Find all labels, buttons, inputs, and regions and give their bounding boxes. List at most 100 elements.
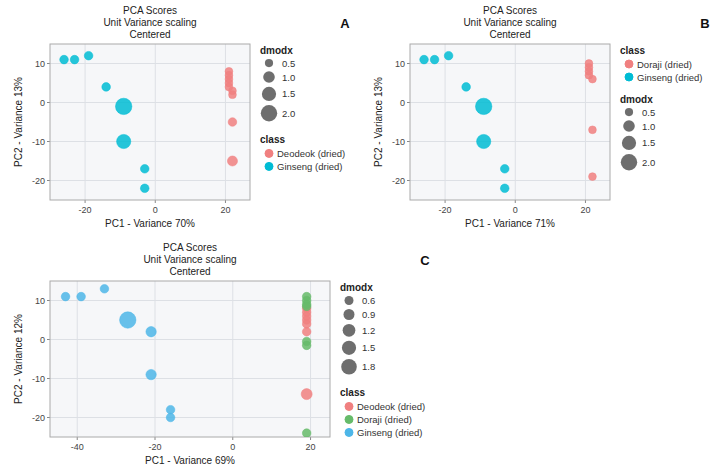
panel-label: A xyxy=(340,16,350,31)
grid-line-x xyxy=(85,44,86,200)
point xyxy=(84,51,93,60)
size-legend-label: 2.0 xyxy=(642,157,655,168)
marks xyxy=(60,51,238,192)
title: PCA Scores xyxy=(483,5,537,16)
legend: dmodx0.60.91.21.51.8classDeodeok (dried)… xyxy=(340,282,425,438)
grid-line-y xyxy=(50,378,330,379)
legend-title: class xyxy=(340,387,365,398)
size-legend-label: 0.9 xyxy=(362,309,375,320)
point xyxy=(140,184,149,193)
x-tick-label: 0 xyxy=(513,205,518,215)
point xyxy=(301,389,312,400)
size-legend-label: 1.2 xyxy=(362,325,375,336)
size-legend-label: 1.8 xyxy=(362,361,375,372)
plot-background xyxy=(50,44,250,200)
y-tick-label: -10 xyxy=(392,137,405,147)
legend-label: Doraji (dried) xyxy=(637,59,692,70)
legend-marker xyxy=(625,60,633,68)
y-axis-label: PC2 - Variance 13% xyxy=(13,77,24,167)
size-legend-marker xyxy=(343,324,356,337)
size-legend-marker xyxy=(625,108,633,116)
grid-line-y xyxy=(50,300,330,301)
y-axis-label: PC2 - Variance 13% xyxy=(373,77,384,167)
legend-marker xyxy=(265,149,273,157)
grid-line-x xyxy=(225,44,226,200)
grid-line-x xyxy=(232,281,233,437)
size-legend-label: 0.6 xyxy=(362,295,375,306)
grid-line-y xyxy=(50,339,330,340)
point xyxy=(140,164,149,173)
size-legend-marker xyxy=(343,309,354,320)
point xyxy=(302,429,311,437)
legend-title: class xyxy=(260,134,285,145)
grid-line-y xyxy=(50,102,250,103)
point xyxy=(77,292,86,301)
point xyxy=(589,126,597,134)
title: PCA Scores xyxy=(123,5,177,16)
series xyxy=(225,67,237,166)
x-tick-label: 0 xyxy=(153,205,158,215)
panel: -40-20020-20-10010PCA ScoresUnit Varianc… xyxy=(13,242,430,466)
panel: -20020-20-10010PCA ScoresUnit Variance s… xyxy=(13,5,350,229)
size-legend-marker xyxy=(621,154,637,170)
x-tick-label: 0 xyxy=(230,442,235,452)
y-tick-label: -20 xyxy=(32,176,45,186)
point xyxy=(500,184,509,193)
title: Centered xyxy=(129,29,170,40)
legend-marker xyxy=(625,73,633,81)
point xyxy=(302,320,311,329)
point xyxy=(302,341,311,350)
size-legend-label: 0.5 xyxy=(282,58,295,69)
point xyxy=(444,51,453,60)
series xyxy=(301,304,312,400)
legend-label: Deodeok (dried) xyxy=(357,401,425,412)
point xyxy=(60,55,69,64)
size-legend-label: 1.5 xyxy=(362,342,375,353)
y-axis-label: PC2 - Variance 12% xyxy=(13,314,24,404)
point xyxy=(477,134,491,148)
legend-title: class xyxy=(620,45,645,56)
point xyxy=(61,292,70,301)
point xyxy=(117,134,131,148)
point xyxy=(589,75,597,83)
y-tick-label: -20 xyxy=(32,413,45,423)
point xyxy=(120,312,136,328)
x-tick-label: -20 xyxy=(148,442,161,452)
title: Centered xyxy=(489,29,530,40)
x-tick-label: -20 xyxy=(79,205,92,215)
x-axis-label: PC1 - Variance 70% xyxy=(105,218,195,229)
point xyxy=(102,83,111,92)
y-tick-label: 0 xyxy=(400,98,405,108)
point xyxy=(100,284,109,293)
x-tick-label: 20 xyxy=(580,205,590,215)
panel-label: B xyxy=(700,16,709,31)
legend-label: Ginseng (dried) xyxy=(637,72,702,83)
marks xyxy=(420,51,597,192)
size-legend-title: dmodx xyxy=(620,94,653,105)
chart-root: -20020-20-10010PCA ScoresUnit Variance s… xyxy=(0,0,722,474)
point xyxy=(227,156,237,166)
size-legend-label: 1.0 xyxy=(642,121,655,132)
grid-line-x xyxy=(515,44,516,200)
size-legend-label: 2.0 xyxy=(282,108,295,119)
point xyxy=(166,413,175,422)
point xyxy=(462,83,471,92)
size-legend-marker xyxy=(265,59,273,67)
size-legend-label: 1.5 xyxy=(282,88,295,99)
point xyxy=(475,98,491,114)
point xyxy=(302,327,311,336)
grid-line-y xyxy=(50,63,250,64)
legend-label: Ginseng (dried) xyxy=(357,427,422,438)
series xyxy=(420,51,509,192)
series xyxy=(302,292,311,437)
x-tick-label: -20 xyxy=(439,205,452,215)
x-axis-label: PC1 - Variance 69% xyxy=(145,455,235,466)
plot-frame xyxy=(410,44,610,200)
size-legend-label: 1.5 xyxy=(642,137,655,148)
series xyxy=(60,51,149,192)
series xyxy=(585,60,596,181)
size-legend-label: 1.0 xyxy=(282,72,295,83)
title: Unit Variance scaling xyxy=(143,254,236,265)
grid-line-y xyxy=(50,417,330,418)
grid-line-y xyxy=(410,102,610,103)
